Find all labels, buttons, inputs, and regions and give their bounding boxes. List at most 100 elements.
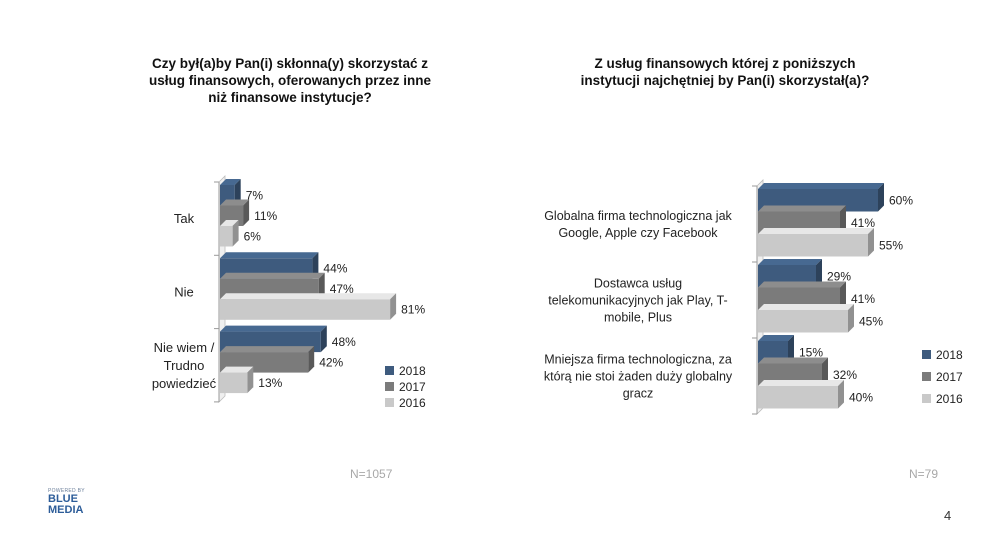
bar-side — [840, 205, 846, 234]
bar-top — [758, 228, 874, 234]
bar-side — [838, 380, 844, 409]
category-label: telekomunikacyjnych jak Play, T- — [548, 294, 727, 308]
bar-top — [758, 357, 828, 364]
category-label: Google, Apple czy Facebook — [558, 226, 718, 240]
bar-side — [243, 199, 250, 226]
left-title-line: niż finansowe instytucje? — [208, 90, 372, 105]
legend-swatch-2018 — [922, 350, 931, 359]
bar-top — [758, 380, 844, 386]
legend-swatch-2018 — [385, 366, 394, 375]
right-title-line: Z usług finansowych której z poniższych — [594, 56, 856, 71]
bar-2016 — [758, 386, 838, 409]
legend-label: 2017 — [936, 370, 963, 384]
legend-label: 2018 — [936, 348, 963, 362]
bar-2016 — [220, 372, 248, 394]
logo-blue: BLUE — [48, 493, 78, 505]
bar-top — [758, 259, 822, 265]
bar-top — [220, 199, 250, 206]
category-label: Globalna firma technologiczna jak — [544, 209, 732, 223]
category-label: Mniejsza firma technologiczna, za — [544, 353, 732, 367]
bar-top — [758, 281, 846, 288]
bar-2016 — [758, 234, 868, 257]
bar-2016 — [220, 299, 391, 320]
bar-side — [390, 293, 397, 320]
data-label: 60% — [889, 193, 913, 207]
legend-label: 2016 — [399, 396, 426, 410]
bar-2016 — [758, 310, 848, 333]
legend-swatch-2016 — [385, 398, 394, 407]
legend-label: 2018 — [399, 364, 426, 378]
page-number: 4 — [944, 508, 952, 523]
bar-side — [822, 357, 828, 386]
bar-side — [848, 304, 854, 333]
bar-top — [758, 183, 884, 189]
bar-top — [220, 179, 241, 185]
bar-side — [868, 228, 874, 257]
right-sample-note: N=79 — [909, 467, 939, 481]
left-chart-title: Czy był(a)by Pan(i) skłonna(y) skorzysta… — [120, 55, 460, 106]
logo-media: MEDIA — [48, 504, 84, 516]
legend-swatch-2017 — [922, 372, 931, 381]
category-label: Dostawca usług — [594, 277, 682, 291]
bar-side — [247, 366, 254, 394]
bar-side — [320, 325, 327, 353]
data-label: 42% — [319, 355, 343, 369]
bar-top — [220, 220, 239, 226]
bar-top — [220, 325, 327, 332]
left-title-line: Czy był(a)by Pan(i) skłonna(y) skorzysta… — [151, 56, 429, 71]
bar-top — [758, 335, 794, 341]
data-label: 11% — [254, 209, 277, 223]
category-label: powiedzieć — [152, 376, 217, 391]
bar-side — [788, 335, 794, 364]
category-label: którą nie stoi żaden duży globalny — [544, 370, 733, 384]
legend-label: 2016 — [936, 392, 963, 406]
data-label: 45% — [859, 314, 883, 328]
right-chart-title: Z usług finansowych której z poniższych … — [545, 55, 905, 89]
bar-top — [220, 346, 315, 353]
bar-side — [840, 281, 846, 310]
bar-side — [312, 252, 319, 279]
data-label: 48% — [332, 335, 356, 349]
category-label: Nie wiem / — [154, 340, 215, 355]
data-label: 40% — [849, 390, 873, 404]
bar-top — [220, 293, 397, 300]
data-label: 29% — [827, 269, 851, 283]
data-label: 15% — [799, 345, 823, 359]
bar-top — [758, 304, 854, 310]
logo-powered-by: POWERED BY — [48, 488, 85, 494]
bar-side — [234, 179, 241, 206]
data-label: 41% — [851, 216, 875, 230]
data-label: 41% — [851, 292, 875, 306]
category-label: Nie — [174, 284, 194, 299]
blue-media-logo: POWERED BY BLUE MEDIA — [48, 488, 85, 516]
bar-top — [220, 272, 325, 279]
legend-swatch-2016 — [922, 394, 931, 403]
data-label: 81% — [401, 303, 425, 317]
left-sample-note: N=1057 — [350, 467, 393, 481]
bar-side — [232, 220, 239, 247]
category-label: gracz — [623, 387, 654, 401]
left-title-line: usług finansowych, oferowanych przez inn… — [148, 73, 432, 88]
data-label: 55% — [879, 238, 903, 252]
legend-swatch-2017 — [385, 382, 394, 391]
bar-side — [308, 346, 315, 373]
category-label: mobile, Plus — [604, 311, 672, 325]
category-label: Trudno — [164, 358, 205, 373]
data-label: 13% — [258, 376, 282, 390]
bar-top — [758, 205, 846, 212]
bar-side — [816, 259, 822, 288]
data-label: 7% — [246, 188, 264, 202]
category-label: Tak — [174, 211, 195, 226]
data-label: 47% — [330, 282, 354, 296]
bar-side — [878, 183, 884, 212]
right-title-line: instytucji najchętniej by Pan(i) skorzys… — [580, 73, 870, 88]
legend-label: 2017 — [399, 380, 426, 394]
bar-2016 — [220, 226, 233, 247]
bar-top — [220, 252, 319, 259]
bar-top — [220, 366, 254, 373]
data-label: 6% — [244, 229, 262, 243]
data-label: 44% — [323, 262, 347, 276]
data-label: 32% — [833, 368, 857, 382]
bar-side — [318, 272, 325, 300]
